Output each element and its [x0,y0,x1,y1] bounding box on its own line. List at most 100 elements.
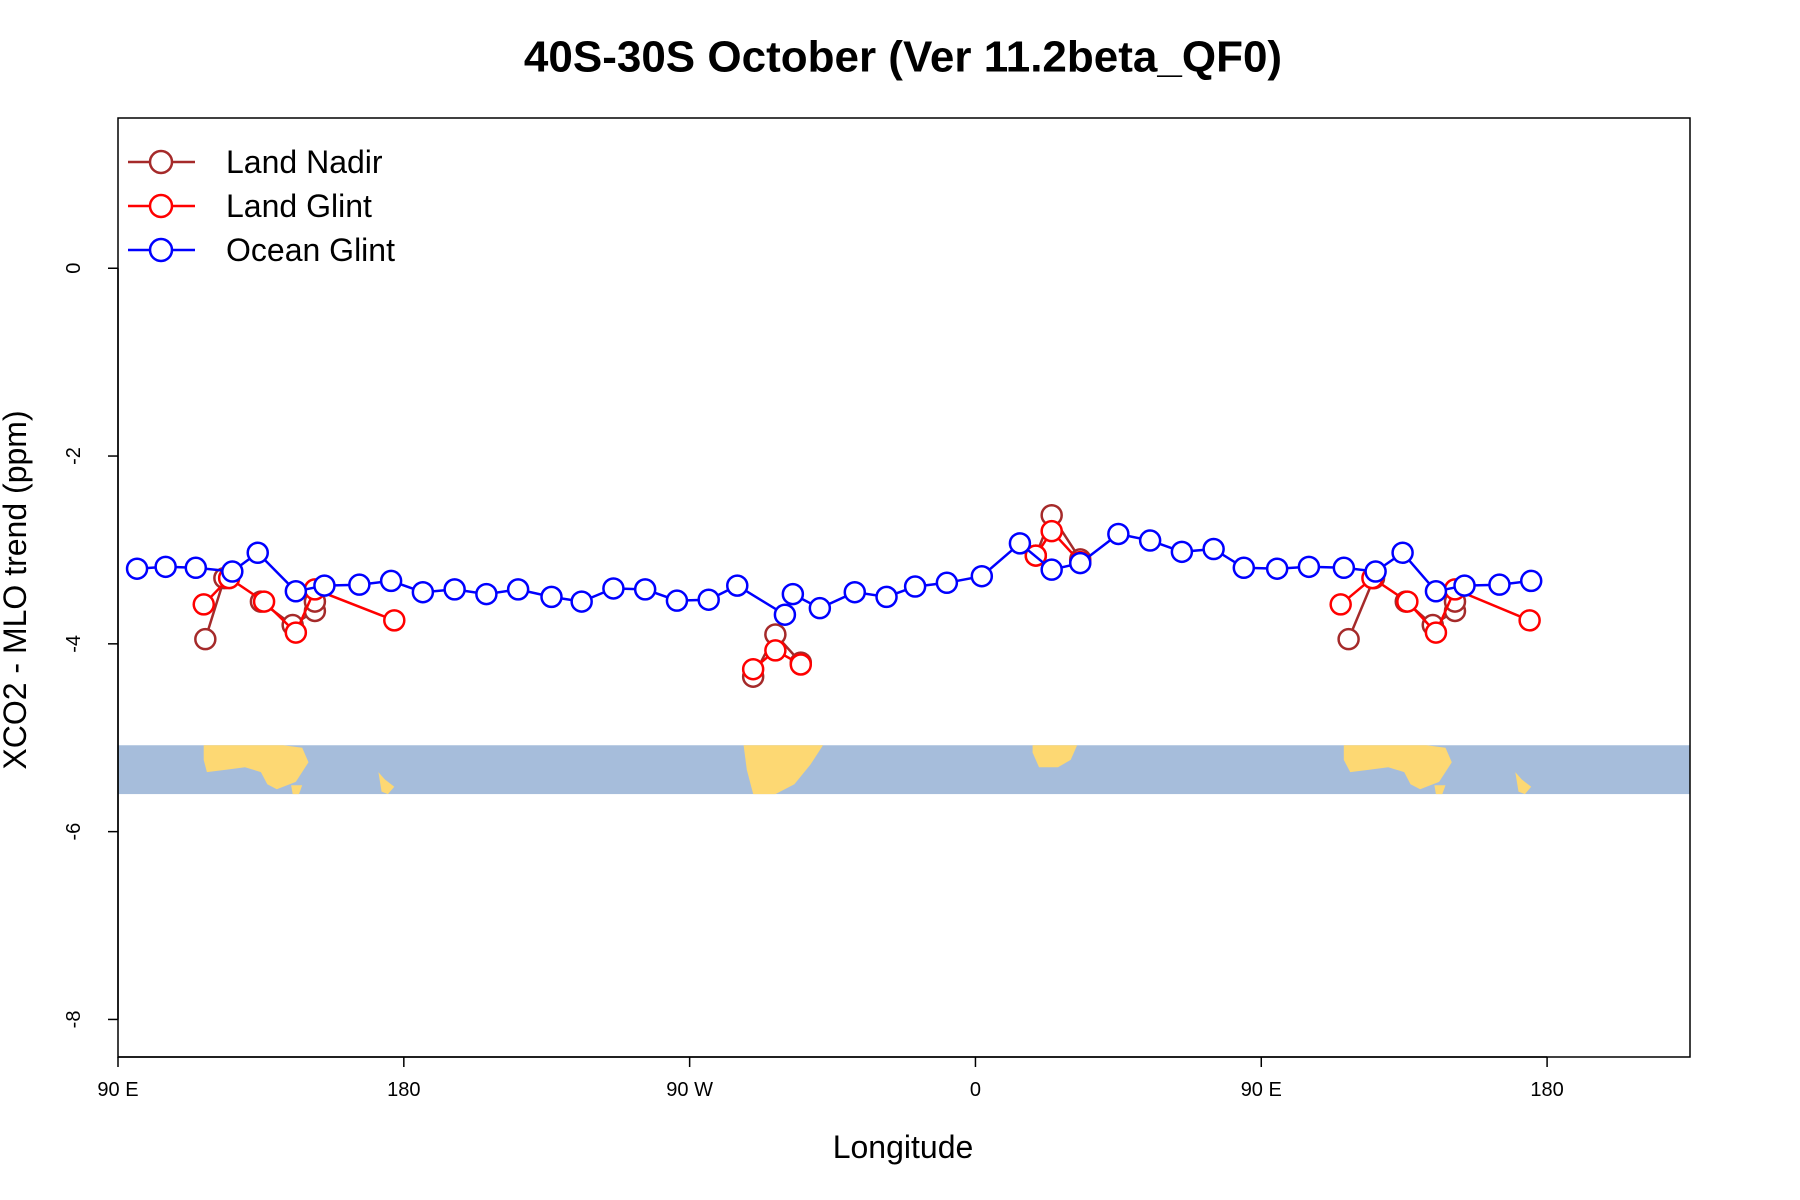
ocean-glint-point [1519,569,1543,593]
legend-marker [148,149,174,175]
y-tick-label: -8 [63,1011,85,1029]
ocean-glint-point [506,578,530,601]
x-tick-label: 180 [1530,1079,1563,1101]
africa-landmass [1032,745,1078,768]
new-zealand-landmass [378,772,395,795]
ocean-glint-point [773,603,797,626]
ocean-glint-point [1332,556,1356,580]
x-axis-label: Longitude [833,1129,974,1165]
land-glint-point [1518,609,1541,632]
ocean-glint-point [726,574,749,597]
ocean-glint-point [1488,573,1511,596]
ocean-glint-point [697,588,720,611]
ocean-glint-point [808,596,832,620]
legend-item-land-glint: Land Glint [128,188,372,224]
land-glint-point [252,590,276,613]
ocean-glint-point [1170,540,1194,564]
legend-label: Land Glint [226,188,372,224]
ocean-glint-point [221,560,244,583]
series-layer [125,503,1543,688]
ocean-glint-point [843,580,867,604]
y-axis-label: XCO2 - MLO trend (ppm) [0,410,33,769]
ocean-glint-point [540,585,563,609]
land-glint-point [1424,621,1448,644]
ocean-glint-point [875,585,898,609]
x-tick-label: 0 [970,1079,981,1101]
legend-marker [148,237,174,263]
ocean-glint-point [1453,574,1476,597]
ocean-glint-point [313,574,336,597]
ocean-glint-point [970,564,994,588]
ocean-glint-point [935,571,959,595]
ocean-glint-point [184,556,208,580]
map-landmasses [203,745,1532,795]
ocean-glint-point [633,578,657,601]
ocean-glint-point [379,569,403,593]
ocean-glint-point [1138,529,1162,552]
ocean-glint-point [1202,537,1225,561]
ocean-glint-point [570,590,593,613]
land-glint-point [1329,593,1352,616]
new-zealand-landmass-repeat [1515,772,1532,795]
ocean-glint-point [475,582,498,606]
land-glint-point [789,653,813,676]
ocean-glint-point [1297,555,1321,579]
y-tick-label: -2 [63,447,85,465]
ocean-glint-point [411,580,435,604]
legend-label: Ocean Glint [226,232,395,268]
ocean-glint-point [1040,558,1063,581]
land-glint-point [192,593,215,616]
x-tick-label: 90 E [97,1079,138,1101]
ocean-glint-point [125,557,149,580]
series-land-glint [192,519,1541,681]
tasmania-landmass [291,785,303,795]
series-ocean-glint [125,522,1543,626]
tasmania-landmass-repeat [1434,785,1446,795]
land-glint-point [284,621,308,644]
ocean-glint-point [284,580,308,603]
ocean-glint-point [1424,580,1448,603]
ocean-glint-point [1107,522,1130,546]
ocean-glint-point [903,575,927,598]
ocean-glint-point [443,578,466,601]
map-strip [118,745,1690,795]
australia-landmass [203,745,309,790]
ocean-glint-point [781,582,805,606]
land-nadir-point [1337,627,1360,651]
ocean-glint-point [1008,532,1032,555]
y-tick-label: 0 [63,263,85,274]
land-glint-point [741,657,765,681]
australia-landmass-repeat [1343,745,1452,790]
land-glint-point [1040,519,1063,543]
y-axis: 0 -2 -4 -6 -8 [63,263,119,1029]
land-glint-point [1396,590,1419,613]
ocean-glint-point [154,555,177,579]
ocean-glint-point [1391,541,1414,565]
legend-item-land-nadir: Land Nadir [128,144,383,180]
x-tick-label: 180 [387,1079,420,1101]
legend: Land Nadir Land Glint Ocean Glint [128,144,395,268]
x-tick-label: 90 W [666,1079,713,1101]
land-nadir-point [194,627,217,651]
x-axis: 90 E 180 90 W 0 90 E 180 [97,1056,1564,1101]
ocean-glint-point [1364,560,1387,583]
ocean-glint-point [1069,551,1092,575]
y-tick-label: -4 [63,635,85,653]
legend-label: Land Nadir [226,144,383,180]
ocean-glint-point [1232,556,1256,580]
legend-item-ocean-glint: Ocean Glint [128,232,395,268]
land-glint-point [383,609,406,632]
y-tick-label: -6 [63,823,85,841]
map-ocean [118,745,1690,795]
ocean-glint-point [1265,557,1289,580]
south-america-landmass [743,745,823,795]
ocean-glint-point [246,541,269,565]
legend-marker [148,193,174,219]
chart-title: 40S-30S October (Ver 11.2beta_QF0) [524,33,1282,82]
ocean-glint-point [665,589,689,612]
ocean-glint-point [348,573,371,596]
land-glint-point [764,639,787,662]
ocean-glint-point [602,577,625,600]
x-tick-label: 90 E [1241,1079,1282,1101]
